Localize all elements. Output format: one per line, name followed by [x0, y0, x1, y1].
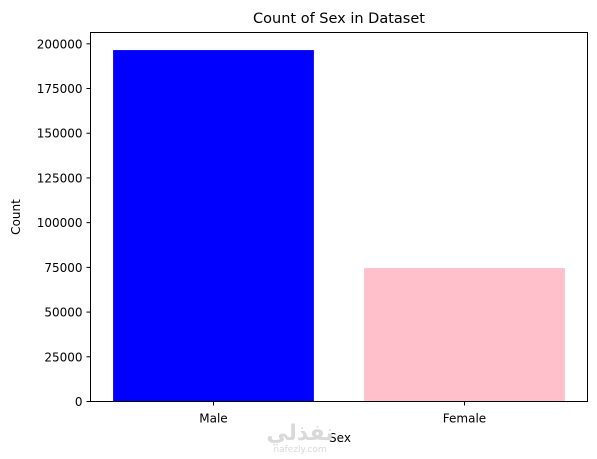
y-tick-label: 150000 [37, 127, 83, 141]
chart-title: Count of Sex in Dataset [253, 11, 425, 27]
plot-frame [90, 32, 588, 402]
bar-male [113, 50, 314, 402]
y-axis-ticks: 0 25000 50000 75000 100000 125000 150000 175000… [37, 37, 91, 409]
y-tick-label: 0 [75, 395, 83, 409]
x-tick-label: Female [443, 412, 486, 426]
bars-group [113, 50, 565, 402]
y-tick-label: 175000 [37, 82, 83, 96]
x-axis-ticks: Male Female [199, 401, 486, 426]
bar-female [364, 268, 565, 402]
watermark-latin: nafezly.com [273, 445, 326, 455]
y-tick-label: 75000 [44, 261, 82, 275]
y-axis-label: Count [9, 199, 23, 235]
y-tick-label: 100000 [37, 216, 83, 230]
watermark-arabic: نفذلي [266, 421, 333, 446]
y-tick-label: 200000 [37, 37, 83, 51]
y-tick-label: 125000 [37, 171, 83, 185]
y-tick-label: 50000 [44, 306, 82, 320]
y-tick-label: 25000 [44, 350, 82, 364]
x-tick-label: Male [199, 412, 227, 426]
watermark: نفذلي nafezly.com [266, 421, 333, 455]
x-axis-label: Sex [329, 431, 351, 445]
